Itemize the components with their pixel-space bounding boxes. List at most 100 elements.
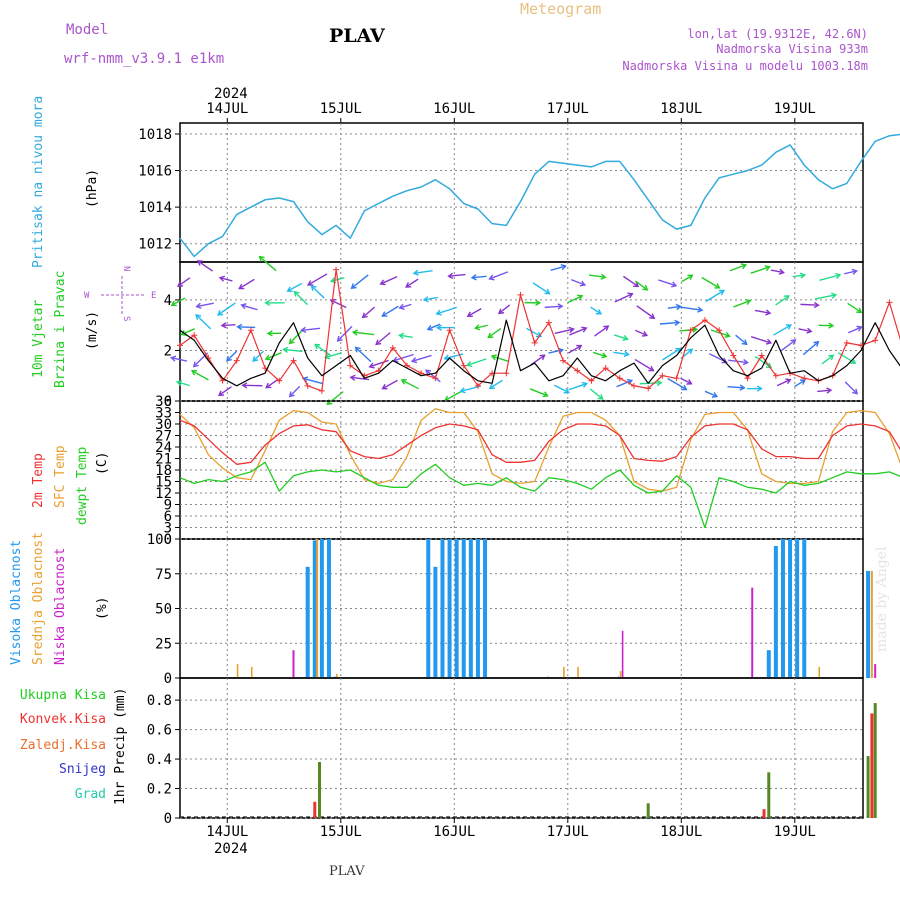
lonlat-label: lon,lat (19.9312E, 42.6N) [687,27,868,41]
wind-arrow [800,304,818,305]
wind-arrow [637,306,654,318]
compass-w: W [84,291,90,301]
gust-marker [872,337,878,343]
panels: 1012101410161018024036912151821242730333… [138,123,900,827]
gust-marker [844,340,850,346]
high-cloud-bar [327,539,331,678]
high-cloud-bar [774,546,778,678]
pressure-line [180,129,900,257]
cloud-bar-small [563,667,565,678]
y-tick-label: 1018 [138,127,172,143]
high-cloud-bar [469,539,473,678]
gust-marker [248,327,254,333]
compass-n: N [121,266,131,271]
cloud-unit: (%) [95,597,110,620]
high-cloud-bar [440,539,444,678]
wind-arrow [218,303,235,315]
meteogram-title: Meteogram [520,0,601,18]
wind-arrow [290,386,300,396]
wind-arrow [363,307,375,317]
model-altitude-label: Nadmorska Visina u modelu 1003.18m [622,59,868,73]
bottom-day-label: 14JUL [206,824,248,840]
y-tick-label: 1012 [138,237,172,253]
bottom-day-label: 17JUL [547,824,589,840]
t2m-label: 2m Temp [31,453,46,508]
high-cloud-bar [483,539,487,678]
precip-bar [870,713,873,818]
precip-bar [767,772,770,818]
precip-bar [763,809,766,818]
precip-legend: Ukupna Kisa Konvek.Kisa Zaledj.Kisa Snij… [20,688,106,802]
gust-marker [674,375,680,381]
model-name: wrf-nmm_v3.9.1 e1km [64,51,224,67]
altitude-label: Nadmorska Visina 933m [716,42,868,56]
wind-arrow [227,351,237,361]
wind-arrow [294,292,307,305]
top-day-label: 19JUL [774,101,816,117]
y-tick-label: 36 [155,394,172,410]
high-cloud-bar [320,539,324,678]
gust-marker [886,299,892,305]
wind-arrow [260,257,277,271]
high-cloud-bar [476,539,480,678]
wind-unit: (m/s) [85,311,100,350]
watermark: made by Angel [874,546,890,652]
bottom-day-label: 15JUL [320,824,362,840]
wind-arrow [376,333,390,345]
y-tick-label: 2 [164,343,172,359]
year-top: 2024 [214,86,248,102]
wind-arrow [590,389,602,399]
cloud-bar-small [237,664,239,678]
precip-unit: 1hr Precip (mm) [113,688,128,805]
bottom-day-label: 16JUL [433,824,475,840]
bottom-day-label: 19JUL [774,824,816,840]
high-cloud-bar [462,539,466,678]
wind-arrow [194,353,208,367]
cloud-bar-small [620,671,622,678]
cloud-bar-small [577,667,579,678]
panel-1: 024 [164,257,900,410]
low-cloud-label: Niska Oblacnost [53,548,68,665]
mid-cloud-bar [871,571,873,678]
t2m-line [180,420,900,464]
wind-arrow [352,275,369,288]
footer-station: PLAV [329,864,365,879]
wind-arrow [192,371,208,380]
gust-marker [503,370,509,376]
wind-arrow [238,327,256,328]
wind-arrow [781,340,796,351]
y-tick-label: 100 [147,532,172,548]
precip-bar [318,762,321,818]
wind-arrow [239,279,254,288]
wind-arrow [640,383,661,384]
pressure-label: Pritisak na nivou mora [31,96,46,268]
panel-frame [180,262,863,401]
wind-arrow [845,382,857,394]
wind-arrow [533,283,549,294]
compass-s: S [121,316,131,321]
wind-arrow [702,278,720,288]
y-tick-label: 1014 [138,200,172,216]
cloud-bar-small [818,667,820,678]
top-day-label: 16JUL [433,101,475,117]
cloud-bar-small [622,631,624,678]
precip-bar [874,703,877,818]
wind-arrow [774,325,791,335]
wind-arrow [312,286,325,298]
wind-label-2: Brzina i Pravac [53,271,68,388]
high-cloud-bar [802,539,806,678]
temp-unit: (C) [95,452,110,475]
y-tick-label: 0.8 [147,693,172,709]
dewpoint-line [180,462,900,527]
high-cloud-bar [767,650,771,678]
y-tick-label: 0.4 [147,752,172,768]
sfc-temp-line [180,409,900,491]
compass-e: E [151,291,156,301]
high-cloud-bar [455,539,459,678]
high-cloud-bar [448,539,452,678]
